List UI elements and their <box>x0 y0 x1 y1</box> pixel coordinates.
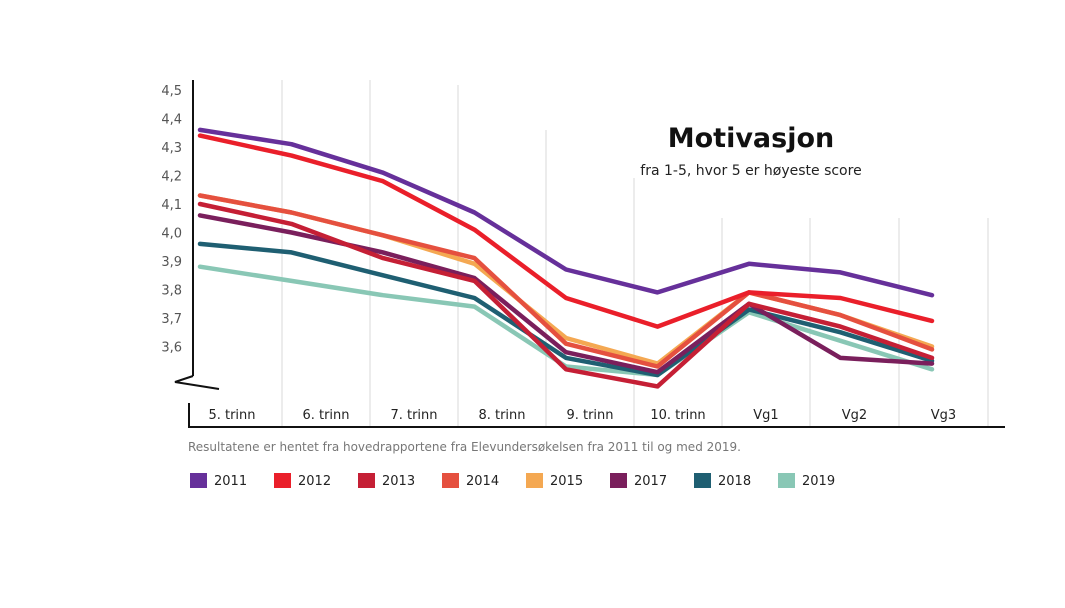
y-tick-label: 4,2 <box>161 170 182 185</box>
x-category-label: Vg1 <box>753 408 778 423</box>
legend: 2011 2012 2013 2014 2015 2017 2018 2019 <box>190 473 835 489</box>
legend-label: 2017 <box>634 474 667 489</box>
legend-swatch <box>694 473 711 488</box>
legend-swatch <box>274 473 291 488</box>
legend-swatch <box>190 473 207 488</box>
legend-swatch <box>358 473 375 488</box>
legend-swatch <box>778 473 795 488</box>
series-line-2015 <box>197 193 935 366</box>
legend-item-2015: 2015 <box>526 473 583 489</box>
chart-title: Motivasjon <box>668 123 835 154</box>
y-tick-label: 4,3 <box>161 141 182 156</box>
legend-item-2017: 2017 <box>610 473 667 489</box>
legend-item-2019: 2019 <box>778 473 835 489</box>
legend-label: 2013 <box>382 474 415 489</box>
legend-item-2018: 2018 <box>694 473 751 489</box>
legend-label: 2019 <box>802 474 835 489</box>
y-tick-label: 3,9 <box>161 255 182 270</box>
series-line-2014 <box>197 193 935 369</box>
x-category-label: 7. trinn <box>390 408 437 423</box>
y-tick-label: 4,1 <box>161 198 182 213</box>
chart-subtitle: fra 1-5, hvor 5 er høyeste score <box>640 163 861 179</box>
legend-label: 2015 <box>550 474 583 489</box>
x-category-label: 10. trinn <box>650 408 705 423</box>
legend-item-2014: 2014 <box>442 473 499 489</box>
legend-label: 2011 <box>214 474 247 489</box>
axes <box>174 80 1005 428</box>
x-category-label: 6. trinn <box>302 408 349 423</box>
legend-item-2013: 2013 <box>358 473 415 489</box>
y-axis-break <box>174 375 220 390</box>
x-category-label: 8. trinn <box>478 408 525 423</box>
x-category-labels: 5. trinn 6. trinn 7. trinn 8. trinn 9. trinn… <box>208 408 956 423</box>
y-tick-label: 3,8 <box>161 284 182 299</box>
y-tick-label: 4,4 <box>161 113 182 128</box>
source-note: Resultatene er hentet fra hovedrapporten… <box>188 440 741 454</box>
series-line-2013 <box>197 201 935 389</box>
x-category-label: 9. trinn <box>566 408 613 423</box>
y-tick-label: 3,7 <box>161 312 182 327</box>
legend-swatch <box>442 473 459 488</box>
legend-item-2012: 2012 <box>274 473 331 489</box>
x-category-label: Vg3 <box>931 408 956 423</box>
legend-item-2011: 2011 <box>190 473 247 489</box>
y-tick-label: 3,6 <box>161 341 182 356</box>
legend-label: 2018 <box>718 474 751 489</box>
series-line-2018 <box>197 241 935 378</box>
x-category-label: 5. trinn <box>208 408 255 423</box>
legend-label: 2012 <box>298 474 331 489</box>
series-line-2017 <box>197 213 935 375</box>
x-category-label: Vg2 <box>842 408 867 423</box>
y-tick-label: 4,5 <box>161 84 182 99</box>
y-tick-label: 4,0 <box>161 227 182 242</box>
y-tick-labels: 4,5 4,4 4,3 4,2 4,1 4,0 3,9 3,8 3,7 3,6 <box>161 84 182 356</box>
series-lines <box>197 127 935 389</box>
series-line-2011 <box>197 127 935 298</box>
series-line-2012 <box>197 133 935 329</box>
legend-swatch <box>526 473 543 488</box>
legend-swatch <box>610 473 627 488</box>
legend-label: 2014 <box>466 474 499 489</box>
